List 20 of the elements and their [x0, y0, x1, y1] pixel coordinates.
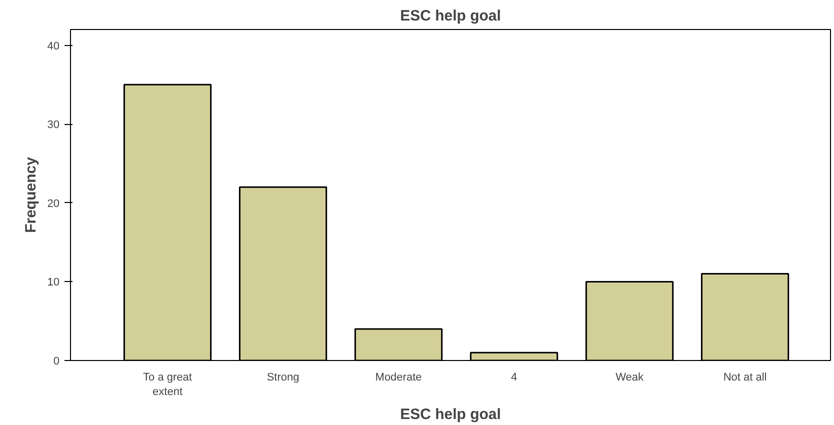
bar — [585, 280, 674, 360]
y-tick-label: 40 — [47, 40, 60, 52]
bar — [470, 352, 558, 360]
x-tick-label: Weak — [616, 372, 644, 384]
bar — [354, 328, 443, 360]
x-tick-label: Strong — [266, 372, 300, 384]
x-tick-label: Moderate — [375, 372, 422, 384]
bar — [123, 84, 212, 360]
x-axis-title: ESC help goal — [400, 406, 501, 423]
x-tick-label: To a great extent — [143, 372, 192, 398]
y-tick-label: 10 — [47, 276, 60, 289]
y-axis-title: Frequency — [22, 156, 40, 233]
x-tick-label: Not at all — [723, 372, 767, 384]
y-tick-label: 20 — [47, 198, 60, 210]
y-tick-label: 0 — [53, 356, 60, 368]
x-tick-label: 4 — [510, 372, 518, 384]
y-tick-label: 30 — [47, 119, 60, 132]
chart-title: ESC help goal — [400, 8, 501, 24]
bar — [700, 273, 790, 360]
bar — [238, 186, 328, 360]
